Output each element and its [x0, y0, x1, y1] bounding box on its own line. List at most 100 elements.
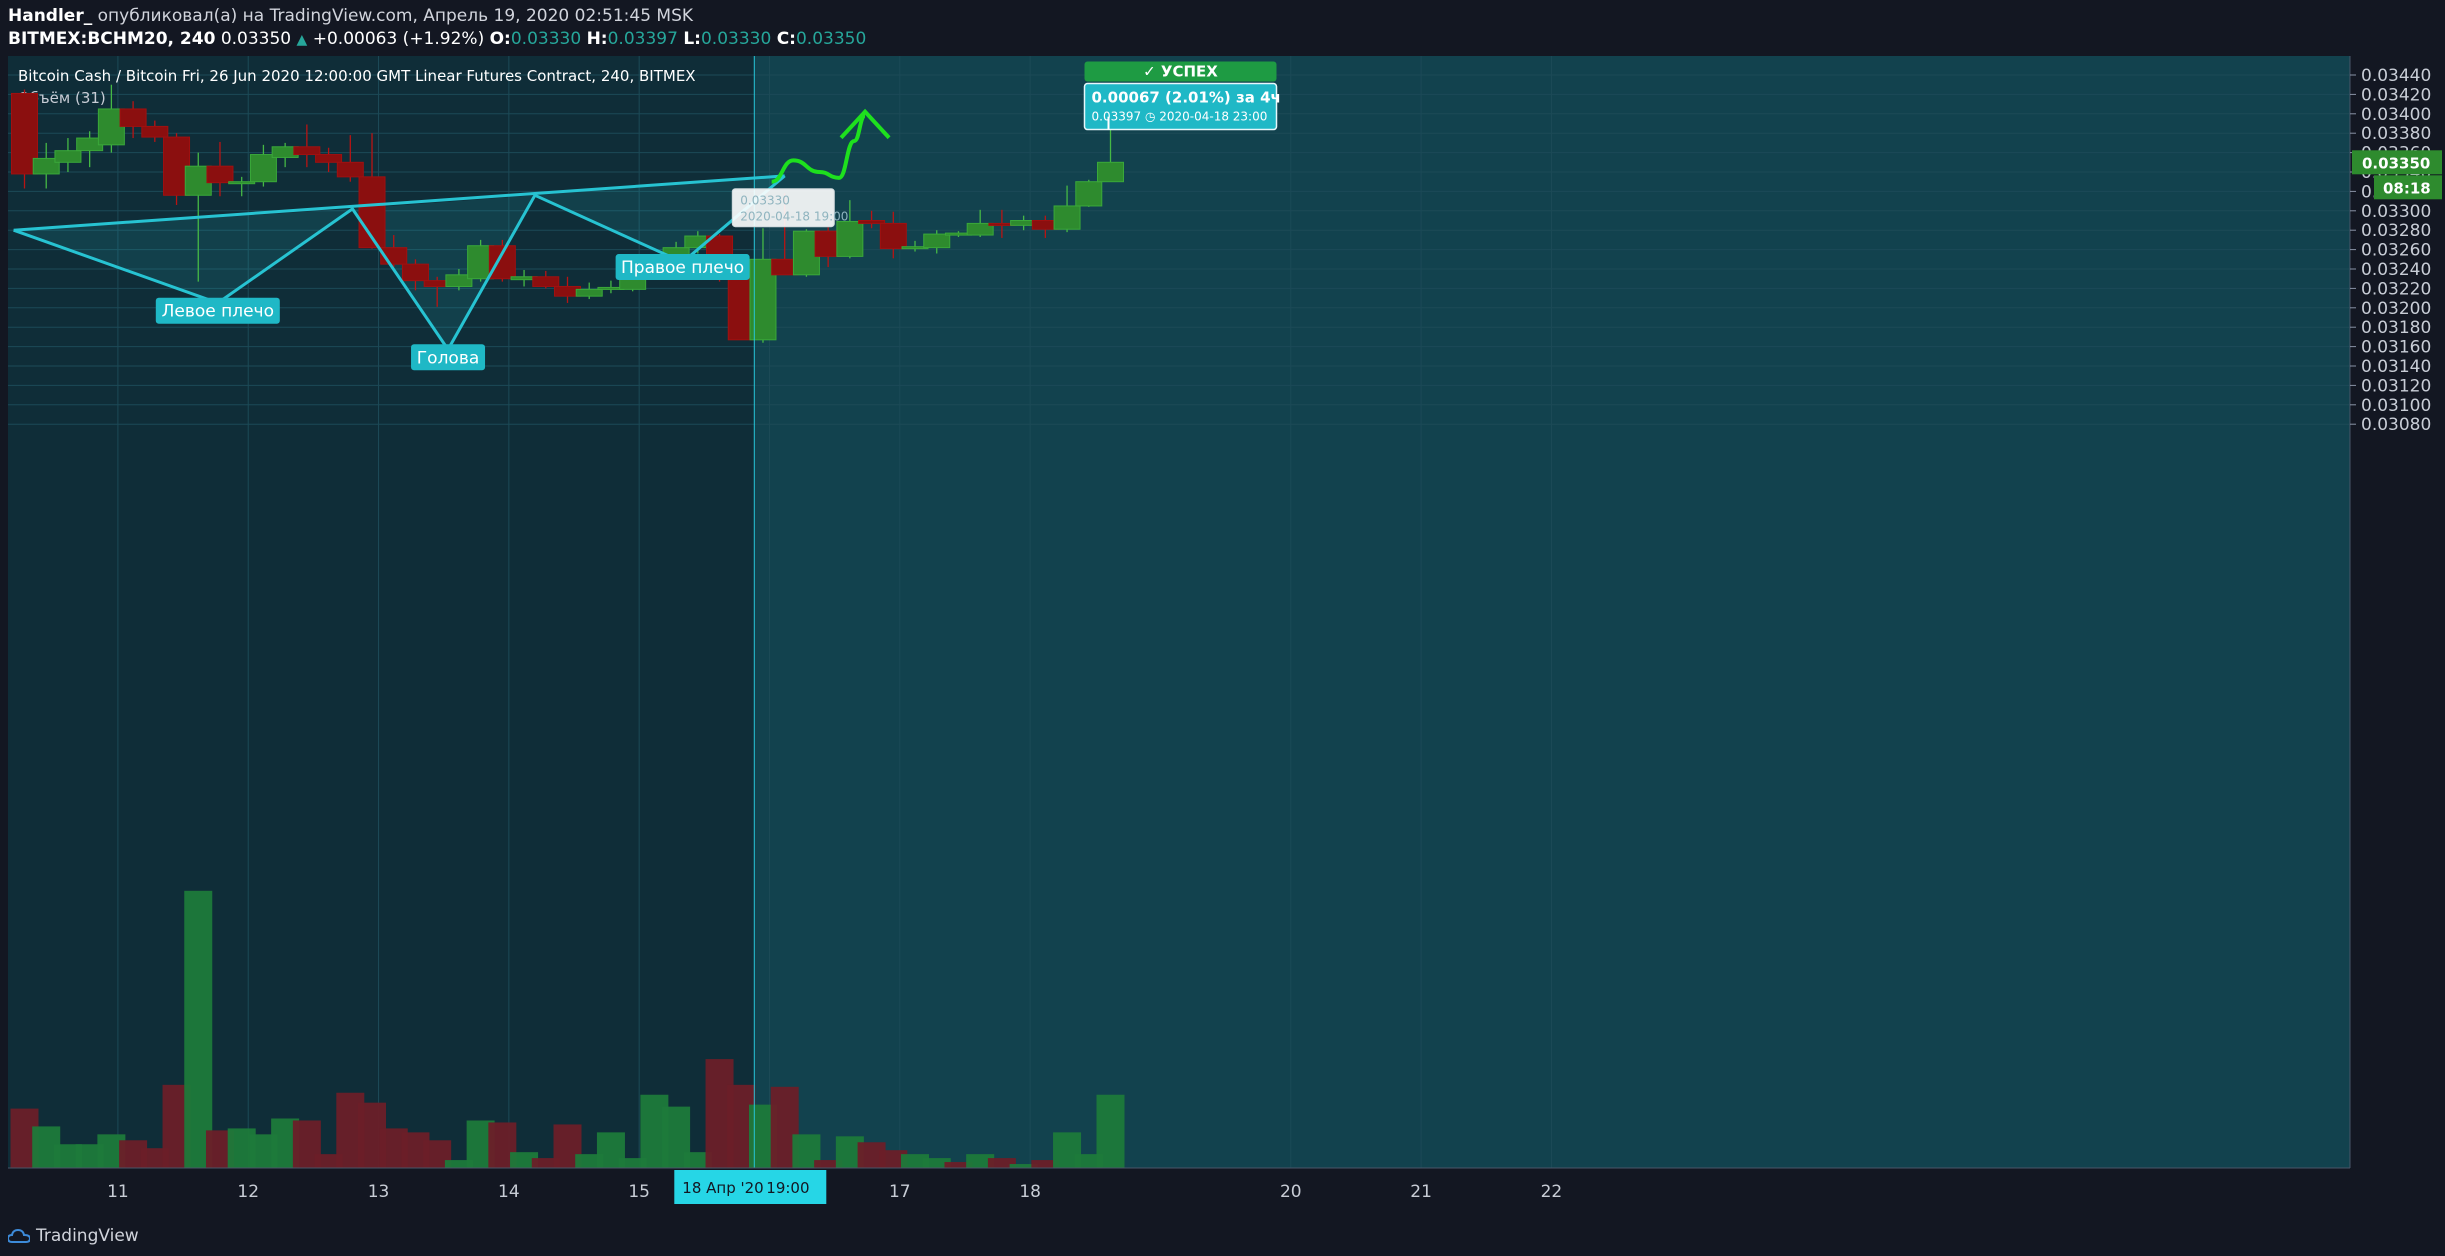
candle [445, 269, 473, 291]
price-axis-bg [2350, 56, 2445, 1216]
candle [32, 142, 60, 189]
price-tick-label: 0.03080 [2361, 415, 2431, 435]
volume-bar [966, 1154, 995, 1168]
crosshair-date: 18 Апр '20 [682, 1179, 763, 1197]
countdown-text: 08:18 [2383, 179, 2431, 197]
price-tick-label: 0.03380 [2361, 124, 2431, 144]
chart-title: Bitcoin Cash / Bitcoin Fri, 26 Jun 2020 … [18, 67, 696, 85]
volume-bar [901, 1154, 930, 1168]
time-tick-label: 21 [1410, 1182, 1432, 1202]
volume-bar [510, 1152, 539, 1168]
published-text: опубликовал(а) на TradingView.com, Апрел… [97, 6, 694, 26]
candle [54, 138, 82, 172]
success-badge: ✓ УСПЕХ [1084, 61, 1277, 82]
pattern-region [13, 208, 353, 303]
price-tick-label: 0.03440 [2361, 66, 2431, 86]
candle-body [141, 125, 169, 138]
volume-bars [10, 890, 1125, 1168]
price-change: +0.00063 (+1.92%) [312, 29, 485, 49]
price-tick-label: 0.03200 [2361, 299, 2431, 319]
header-bar: Handler_ опубликовал(а) на TradingView.c… [0, 0, 2445, 56]
candle [228, 176, 256, 197]
volume-bar [184, 890, 213, 1168]
time-tick-label: 17 [889, 1182, 911, 1202]
candle-body [532, 276, 560, 287]
volume-bar [944, 1162, 973, 1168]
cursor-time: 2020-04-18 19:00 [740, 210, 848, 224]
high-label: H: [586, 29, 608, 49]
success-label: ✓ УСПЕХ [1143, 63, 1218, 81]
candle [488, 239, 516, 282]
open-label: O: [489, 29, 511, 49]
right-shoulder-label: Правое плечо [621, 258, 744, 278]
candle [575, 282, 603, 300]
price-tick-label: 0.03300 [2361, 202, 2431, 222]
candle-body [336, 161, 364, 178]
volume-bar [922, 1158, 951, 1168]
price-axis[interactable]: 0.034400.034200.034000.033800.033600.033… [2349, 56, 2445, 1216]
candle-body [32, 157, 60, 175]
volume-bar [444, 1160, 473, 1168]
candle [966, 209, 994, 237]
volume-bar [531, 1158, 560, 1168]
candle [923, 230, 951, 254]
candle-body [54, 150, 82, 163]
volume-bar [814, 1160, 843, 1168]
cursor-price: 0.03330 [740, 194, 790, 208]
time-tick-label: 14 [498, 1182, 520, 1202]
time-tick-label: 20 [1280, 1182, 1302, 1202]
price-tag [2352, 150, 2442, 175]
time-tick-label: 15 [628, 1182, 650, 1202]
candle-body [119, 108, 147, 127]
volume-bar [1031, 1160, 1060, 1168]
candles [11, 84, 1124, 343]
candle [293, 124, 321, 168]
author-name[interactable]: Handler_ [8, 6, 93, 26]
low-label: L: [683, 29, 701, 49]
time-axis[interactable]: 1112131415161718202122 [0, 1167, 2445, 1216]
measure-box[interactable]: 0.00067 (2.01%) за 4ч 0.03397 ◷ 2020-04-… [1083, 82, 1281, 131]
last-price: 0.03350 [220, 29, 292, 49]
price-chart[interactable]: Bitcoin Cash / Bitcoin Fri, 26 Jun 2020 … [0, 56, 2445, 1216]
measure-sub-text: 0.03397 ◷ 2020-04-18 23:00 [1092, 110, 1268, 124]
time-tick-label: 18 [1019, 1182, 1041, 1202]
candle-body [1097, 161, 1124, 183]
grid [8, 56, 2350, 1168]
time-axis-bg [0, 1168, 2445, 1216]
volume-bar [1009, 1164, 1038, 1168]
volume-bar [1074, 1154, 1103, 1168]
candle-body [1075, 181, 1103, 207]
candle [315, 147, 343, 172]
tradingview-logo[interactable]: TradingView [8, 1226, 139, 1246]
candle-body [966, 222, 994, 236]
forecast-path[interactable] [771, 108, 891, 184]
crosshair-time: 19:00 [766, 1179, 809, 1197]
candle-body [836, 220, 864, 257]
close-label: C: [776, 29, 796, 49]
volume-bar [575, 1154, 604, 1168]
publish-info: Handler_ опубликовал(а) на TradingView.c… [8, 6, 693, 26]
price-tick-label: 0.03160 [2361, 338, 2431, 358]
open-value: 0.03330 [510, 29, 582, 49]
candle [336, 135, 364, 182]
volume-bar [618, 1158, 647, 1168]
candle [1053, 185, 1081, 233]
pattern-labels: Левое плечо Голова Правое плечо [155, 254, 750, 371]
candle-body [923, 233, 951, 249]
high-value: 0.03397 [607, 29, 678, 49]
candle-body [249, 154, 277, 183]
forecast-curve [771, 113, 867, 184]
left-shoulder-label: Левое плечо [162, 302, 274, 322]
price-tick-label: 0.03280 [2361, 221, 2431, 241]
price-tick-label: 0.03120 [2361, 376, 2431, 396]
price-tick-label: 0.03400 [2361, 105, 2431, 125]
symbol-interval: BITMEX:BCHM20, 240 [8, 29, 216, 49]
head-label: Голова [417, 348, 479, 368]
countdown-tag [2374, 175, 2442, 200]
candle [532, 270, 560, 289]
up-triangle-icon: ▲ [296, 32, 308, 48]
pattern-region [534, 175, 785, 263]
head-label-box [411, 344, 486, 371]
volume-bar [1096, 1094, 1125, 1168]
volume-bar [683, 1152, 712, 1168]
